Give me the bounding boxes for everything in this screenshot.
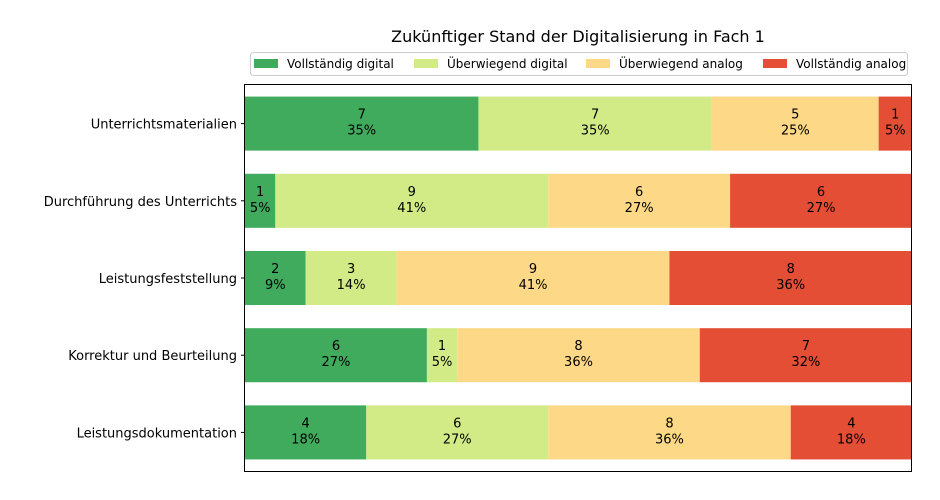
bar-count-label: 6: [453, 416, 461, 431]
bar-segment-durchfuhrung-des-unterrichts-uberwiegend-digital: [275, 173, 549, 228]
bar-segment-durchfuhrung-des-unterrichts-vollstandig-digital: [245, 173, 276, 228]
bar-segment-leistungsfeststellung-vollstandig-digital: [245, 250, 306, 306]
bar-segment-korrektur-und-beurteilung-uberwiegend-digital: [426, 328, 458, 383]
bar-count-label: 2: [271, 262, 279, 277]
bar-segment-leistungsdokumentation-uberwiegend-analog: [548, 405, 791, 460]
bar-percent-label: 5%: [250, 201, 271, 216]
bar-percent-label: 5%: [885, 124, 906, 139]
bar-count-label: 9: [408, 185, 416, 200]
y-tick-label: Korrektur und Beurteilung: [68, 349, 237, 364]
bar-percent-label: 36%: [564, 355, 593, 370]
bar-count-label: 6: [817, 185, 825, 200]
bar-count-label: 3: [347, 262, 355, 277]
y-axis-labels: Unterrichtsmaterialien Durchführung des U…: [44, 118, 245, 441]
plot-frame: [244, 84, 912, 472]
legend-swatch-uberwiegend-digital: [414, 59, 438, 68]
bar-percent-label: 27%: [807, 201, 836, 216]
bar-percent-label: 36%: [655, 432, 684, 447]
bar-count-label: 9: [529, 262, 537, 277]
bar-segment-korrektur-und-beurteilung-vollstandig-digital: [245, 328, 427, 383]
y-tick-label: Unterrichtsmaterialien: [91, 118, 237, 133]
legend-swatch-vollstandig-analog: [763, 59, 787, 68]
bar-segment-korrektur-und-beurteilung-uberwiegend-analog: [457, 328, 700, 383]
legend: Vollständig digital Überwiegend digital Üb…: [250, 52, 908, 76]
bar-percent-label: 36%: [776, 278, 805, 293]
bar-segment-unterrichtsmaterialien-uberwiegend-analog: [711, 96, 879, 151]
bar-percent-label: 18%: [837, 432, 866, 447]
bar-percent-label: 5%: [432, 355, 453, 370]
legend-label-vollstandig-digital: Vollständig digital: [287, 57, 394, 71]
bar-count-label: 6: [635, 185, 643, 200]
bar-segment-korrektur-und-beurteilung-vollstandig-analog: [699, 328, 912, 383]
bar-count-label: 8: [787, 262, 795, 277]
bar-count-label: 5: [791, 108, 799, 123]
bar-count-label: 8: [574, 339, 582, 354]
bar-percent-label: 14%: [337, 278, 366, 293]
bar-count-label: 4: [847, 416, 855, 431]
bar-percent-label: 32%: [791, 355, 820, 370]
bar-segment-leistungsdokumentation-uberwiegend-digital: [366, 405, 549, 460]
bar-segment-leistungsfeststellung-uberwiegend-analog: [396, 250, 670, 306]
bar-count-label: 7: [591, 108, 599, 123]
y-tick-label: Durchführung des Unterrichts: [44, 195, 238, 210]
legend-box: [250, 52, 908, 76]
bar-percent-label: 25%: [781, 124, 810, 139]
bar-segment-durchfuhrung-des-unterrichts-uberwiegend-analog: [548, 173, 731, 228]
y-tick-label: Leistungsfeststellung: [99, 272, 237, 287]
bar-segment-unterrichtsmaterialien-vollstandig-digital: [245, 96, 479, 151]
bar-count-label: 1: [256, 185, 264, 200]
bar-count-label: 6: [332, 339, 340, 354]
legend-swatch-vollstandig-digital: [254, 59, 278, 68]
bar-percent-label: 41%: [397, 201, 426, 216]
bar-count-label: 7: [358, 108, 366, 123]
bar-segment-leistungsfeststellung-uberwiegend-digital: [305, 250, 397, 306]
bar-percent-label: 27%: [625, 201, 654, 216]
bar-segment-leistungsdokumentation-vollstandig-analog: [790, 405, 912, 460]
bar-count-label: 1: [891, 108, 899, 123]
bar-percent-label: 35%: [347, 124, 376, 139]
legend-swatch-uberwiegend-analog: [586, 59, 610, 68]
bar-percent-label: 9%: [265, 278, 286, 293]
bar-percent-label: 27%: [443, 432, 472, 447]
chart-title: Zukünftiger Stand der Digitalisierung in…: [391, 27, 765, 46]
bar-segment-leistungsfeststellung-vollstandig-analog: [669, 250, 912, 306]
bar-segment-unterrichtsmaterialien-vollstandig-analog: [878, 96, 912, 151]
bar-count-label: 1: [438, 339, 446, 354]
bar-count-label: 4: [301, 416, 309, 431]
bar-segment-leistungsdokumentation-vollstandig-digital: [245, 405, 367, 460]
bar-segment-durchfuhrung-des-unterrichts-vollstandig-analog: [730, 173, 912, 228]
bar-percent-label: 35%: [581, 124, 610, 139]
bar-percent-label: 18%: [291, 432, 320, 447]
legend-label-vollstandig-analog: Vollständig analog: [796, 57, 906, 71]
bar-percent-label: 27%: [322, 355, 351, 370]
bar-count-label: 7: [802, 339, 810, 354]
legend-label-uberwiegend-digital: Überwiegend digital: [447, 55, 568, 71]
y-tick-label: Leistungsdokumentation: [77, 426, 237, 441]
bar-segment-unterrichtsmaterialien-uberwiegend-digital: [478, 96, 712, 151]
bars-group: 735%735%525%15%15%941%627%627%29%314%941…: [245, 96, 912, 460]
legend-label-uberwiegend-analog: Überwiegend analog: [619, 55, 743, 71]
bar-count-label: 8: [665, 416, 673, 431]
bar-percent-label: 41%: [519, 278, 548, 293]
